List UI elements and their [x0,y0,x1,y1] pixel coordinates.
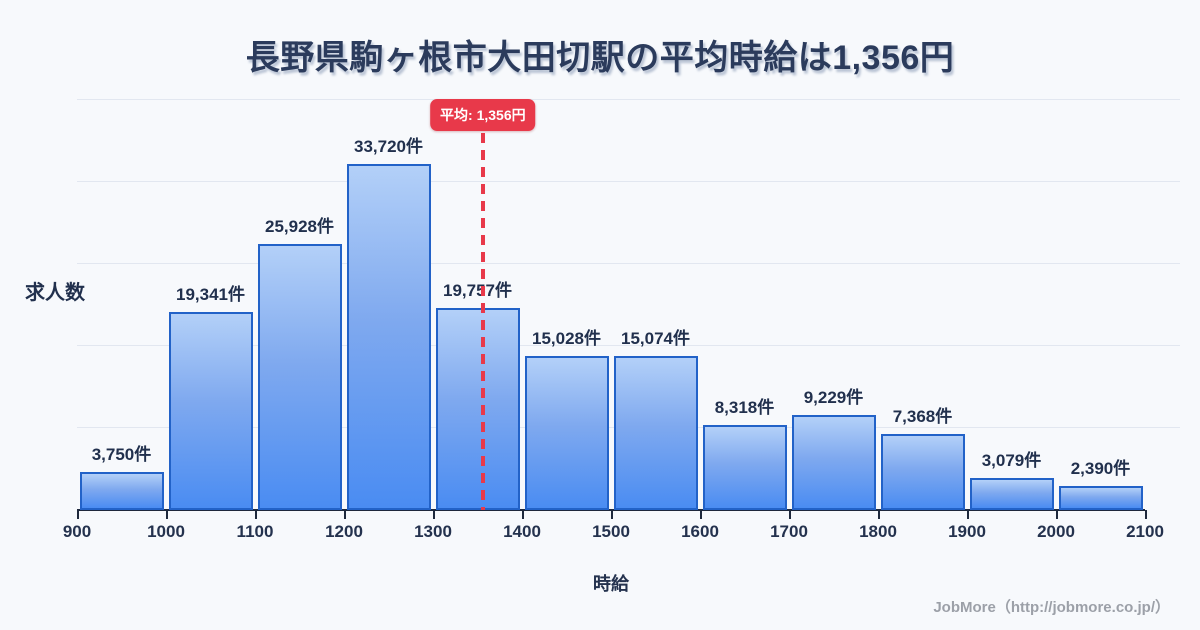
bar-value-label: 33,720件 [354,137,423,157]
x-axis-tick [878,510,880,519]
plot-area: 3,750件 19,341件 25,928件 33,720件 19,757件 15,028… [77,99,1180,511]
gridline [77,181,1180,182]
histogram-bar [79,471,164,510]
bar-value-label: 3,079件 [981,451,1042,471]
bar-value-label: 15,074件 [621,328,690,348]
histogram-bar [880,434,965,510]
x-axis-title: 時給 [593,574,629,594]
histogram-bar [524,355,609,510]
x-axis-tick [433,510,435,519]
histogram-bar [791,415,876,510]
x-axis-tick [611,510,613,519]
chart-title: 長野県駒ヶ根市大田切駅の平均時給は1,356円 [245,39,955,77]
x-axis-tick-label: 1400 [503,522,541,541]
histogram-bar [613,355,698,510]
x-axis-tick [967,510,969,519]
histogram-bar [702,424,787,510]
bar-value-label: 8,318件 [714,397,775,417]
bar-value-label: 9,229件 [803,388,864,408]
x-axis-tick [255,510,257,519]
x-axis-tick-label: 1600 [681,522,719,541]
x-axis-tick-label: 1000 [147,522,185,541]
bar-value-label: 15,028件 [532,328,601,348]
x-axis-tick-label: 1200 [325,522,363,541]
x-axis-tick [789,510,791,519]
x-axis-tick-label: 1900 [948,522,986,541]
x-axis-tick [166,510,168,519]
x-axis-tick [1056,510,1058,519]
bar-value-label: 3,750件 [91,444,152,464]
x-axis-tick-label: 1500 [592,522,630,541]
x-axis-tick-label: 1300 [414,522,452,541]
average-badge: 平均: 1,356円 [430,99,536,131]
bar-value-label: 25,928件 [265,217,334,237]
footer-credit: JobMore（http://jobmore.co.jp/） [933,599,1170,616]
bar-value-label: 2,390件 [1070,458,1131,478]
histogram-bar [346,164,431,510]
x-axis-tick [344,510,346,519]
x-axis-tick [1145,510,1147,519]
gridline [77,263,1180,264]
x-axis-tick-label: 1100 [236,522,274,541]
histogram-bar [168,311,253,510]
x-axis-tick [77,510,79,519]
average-line [480,133,485,510]
histogram-bar [1058,485,1143,510]
bar-value-label: 7,368件 [892,407,953,427]
gridline [77,345,1180,346]
x-axis-tick-label: 2100 [1126,522,1164,541]
x-axis-tick-label: 1700 [770,522,808,541]
gridline [77,99,1180,100]
bar-value-label: 19,341件 [176,284,245,304]
histogram-bar [435,307,520,510]
x-axis-tick-label: 2000 [1037,522,1075,541]
x-axis-tick [700,510,702,519]
x-axis-tick [522,510,524,519]
histogram-bar [969,478,1054,510]
bar-value-label: 19,757件 [443,280,512,300]
y-axis-title: 求人数 [25,282,85,304]
x-axis-tick-label: 900 [62,522,92,541]
histogram-bar [257,244,342,510]
x-axis-tick-label: 1800 [859,522,897,541]
